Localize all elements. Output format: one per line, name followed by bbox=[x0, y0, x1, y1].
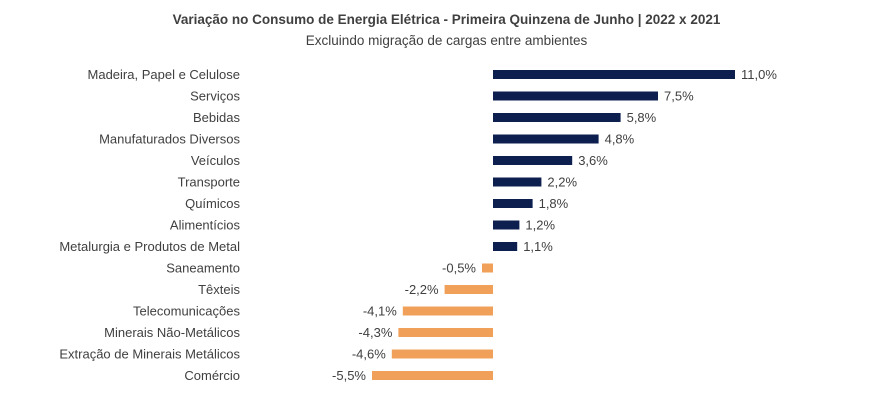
bar-6 bbox=[493, 199, 533, 208]
bar-4 bbox=[493, 156, 573, 165]
category-label-10: Têxteis bbox=[198, 282, 240, 297]
bar-12 bbox=[398, 328, 493, 337]
value-label-13: -4,6% bbox=[352, 347, 386, 362]
bar-7 bbox=[493, 220, 520, 230]
bar-10 bbox=[444, 285, 493, 294]
value-label-0: 11,0% bbox=[741, 67, 777, 82]
value-label-3: 4,8% bbox=[605, 132, 635, 147]
value-label-1: 7,5% bbox=[664, 89, 694, 104]
value-label-11: -4,1% bbox=[363, 304, 397, 319]
category-label-7: Alimentícios bbox=[170, 218, 241, 233]
category-label-9: Saneamento bbox=[166, 261, 240, 276]
category-label-2: Bebidas bbox=[193, 110, 240, 125]
bar-3 bbox=[493, 134, 599, 144]
value-label-6: 1,8% bbox=[539, 196, 569, 211]
bar-13 bbox=[391, 349, 493, 359]
category-label-4: Veículos bbox=[191, 153, 241, 168]
bar-5 bbox=[493, 177, 542, 187]
value-label-5: 2,2% bbox=[547, 175, 577, 190]
value-label-7: 1,2% bbox=[525, 218, 555, 233]
category-label-1: Serviços bbox=[190, 89, 240, 104]
chart-subtitle: Excluindo migração de cargas entre ambie… bbox=[305, 33, 588, 48]
category-label-0: Madeira, Papel e Celulose bbox=[88, 67, 240, 82]
category-label-3: Manufaturados Diversos bbox=[99, 132, 240, 147]
category-label-6: Químicos bbox=[185, 196, 240, 211]
value-label-9: -0,5% bbox=[442, 261, 476, 276]
bar-8 bbox=[493, 242, 518, 251]
bar-1 bbox=[493, 91, 658, 101]
chart-title: Variação no Consumo de Energia Elétrica … bbox=[172, 12, 721, 27]
category-label-11: Telecomunicações bbox=[133, 304, 240, 319]
value-label-4: 3,6% bbox=[578, 153, 608, 168]
category-label-12: Minerais Não-Metálicos bbox=[104, 325, 240, 340]
bar-11 bbox=[402, 306, 493, 316]
bar-14 bbox=[372, 371, 493, 380]
category-label-13: Extração de Minerais Metálicos bbox=[59, 347, 240, 362]
bar-2 bbox=[493, 113, 621, 122]
bar-9 bbox=[482, 263, 493, 273]
value-label-14: -5,5% bbox=[332, 368, 366, 383]
value-label-8: 1,1% bbox=[523, 239, 553, 254]
category-label-14: Comércio bbox=[184, 368, 240, 383]
value-label-2: 5,8% bbox=[627, 110, 657, 125]
value-label-10: -2,2% bbox=[405, 282, 439, 297]
category-label-5: Transporte bbox=[178, 175, 240, 190]
value-label-12: -4,3% bbox=[358, 325, 392, 340]
bar-0 bbox=[493, 70, 735, 79]
category-label-8: Metalurgia e Produtos de Metal bbox=[59, 239, 240, 254]
